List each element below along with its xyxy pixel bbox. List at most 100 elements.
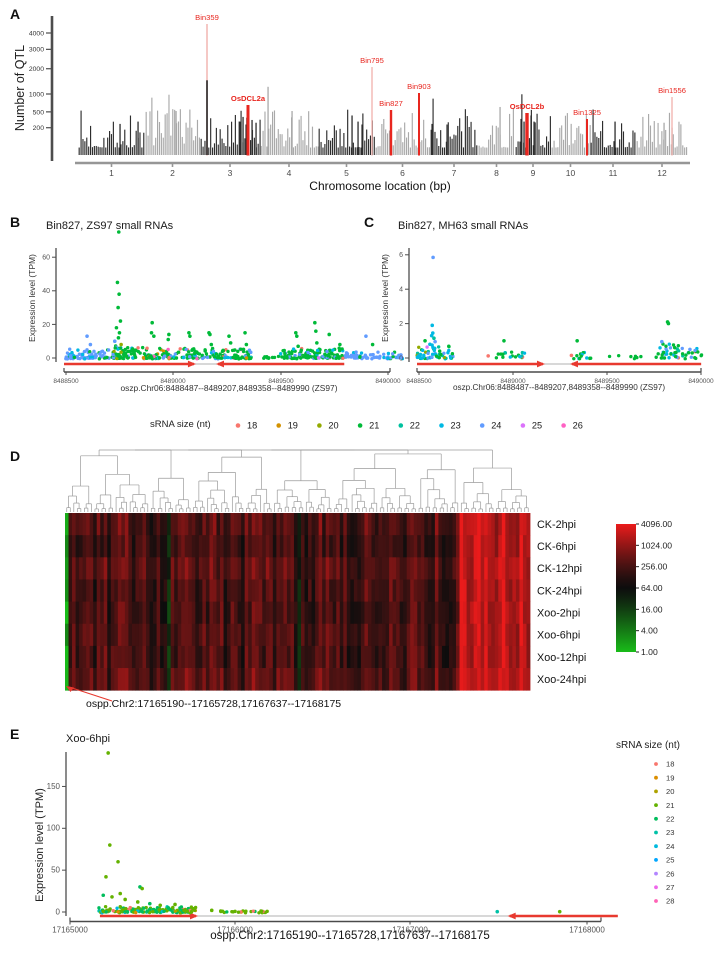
- svg-text:Bin795: Bin795: [360, 56, 384, 65]
- svg-text:2: 2: [170, 168, 175, 178]
- legend-e-items: 18 19 20 21 22 23 24 25 26 27 28: [654, 760, 674, 906]
- svg-text:9: 9: [531, 168, 536, 178]
- svg-text:16.00: 16.00: [641, 604, 663, 614]
- svg-text:4: 4: [287, 168, 292, 178]
- svg-text:0: 0: [46, 355, 50, 362]
- svg-text:8488500: 8488500: [53, 378, 79, 385]
- svg-text:8489500: 8489500: [268, 378, 294, 385]
- svg-text:CK-24hpi: CK-24hpi: [537, 585, 582, 597]
- svg-text:12: 12: [657, 168, 667, 178]
- svg-text:25: 25: [666, 856, 674, 865]
- panel-e-x-axis-title: ospp.Chr2:17165190--17165728,17167637--1…: [210, 930, 490, 942]
- svg-text:2: 2: [399, 321, 403, 328]
- svg-text:17166000: 17166000: [217, 926, 253, 935]
- panel-d-heatmap-cells: [65, 513, 531, 691]
- svg-text:8489000: 8489000: [160, 378, 186, 385]
- svg-text:11: 11: [609, 168, 618, 178]
- svg-text:20: 20: [328, 421, 338, 431]
- svg-text:17167000: 17167000: [392, 926, 428, 935]
- panel-d-dendrogram: [66, 449, 529, 512]
- svg-text:Bin903: Bin903: [407, 82, 431, 91]
- svg-text:23: 23: [451, 421, 461, 431]
- panel-c-title: Bin827, MH63 small RNAs: [398, 220, 529, 232]
- panel-b-title: Bin827, ZS97 small RNAs: [46, 220, 174, 232]
- legend-bc-title: sRNA size (nt): [150, 419, 211, 430]
- svg-text:24: 24: [666, 842, 674, 851]
- svg-text:6: 6: [400, 168, 405, 178]
- svg-text:22: 22: [666, 815, 674, 824]
- svg-text:Bin359: Bin359: [195, 13, 219, 22]
- svg-text:18: 18: [247, 421, 257, 431]
- panel-a-x-axis-title: Chromosome location (bp): [309, 179, 451, 193]
- svg-text:4000: 4000: [29, 30, 44, 37]
- panel-d-annotation: ospp.Chr2:17165190--17165728,17167637--1…: [86, 698, 342, 710]
- svg-text:7: 7: [452, 168, 457, 178]
- svg-text:21: 21: [666, 801, 674, 810]
- svg-text:8: 8: [494, 168, 499, 178]
- svg-text:Bin1556: Bin1556: [658, 86, 686, 95]
- svg-text:256.00: 256.00: [641, 562, 668, 572]
- svg-text:200: 200: [33, 125, 45, 132]
- svg-text:40: 40: [42, 288, 50, 295]
- svg-text:21: 21: [369, 421, 379, 431]
- svg-text:17165000: 17165000: [52, 926, 88, 935]
- svg-text:8490000: 8490000: [375, 378, 401, 385]
- svg-text:22: 22: [410, 421, 420, 431]
- panel-e-scatter: 0 50 100 150 17165000 17166000 17167000 1716800…: [47, 751, 618, 935]
- svg-text:6: 6: [399, 252, 403, 259]
- svg-text:CK-2hpi: CK-2hpi: [537, 519, 576, 531]
- svg-text:25: 25: [532, 421, 542, 431]
- svg-text:26: 26: [573, 421, 583, 431]
- svg-text:50: 50: [51, 866, 60, 875]
- panel-a-qtl-markers: Bin359 OsDCL2a Bin795 Bin827 Bin903 OsDCL2b Bi…: [195, 13, 686, 156]
- panel-b-scatter-points: [64, 230, 405, 361]
- svg-text:8490000: 8490000: [688, 378, 714, 385]
- panel-a-letter: A: [10, 6, 21, 22]
- svg-text:CK-6hpi: CK-6hpi: [537, 541, 576, 553]
- panel-b-y-axis-title: Expression level (TPM): [27, 254, 37, 342]
- panel-a-y-axis-title: Number of QTL: [13, 44, 27, 132]
- panel-b-x-axis-title: oszp.Chr06:8488487--8489207,8489358--848…: [120, 383, 338, 393]
- svg-text:17168000: 17168000: [569, 926, 605, 935]
- svg-text:8489500: 8489500: [594, 378, 620, 385]
- panel-d-annotation-arrow: [66, 686, 113, 702]
- svg-text:28: 28: [666, 897, 674, 906]
- svg-text:4.00: 4.00: [641, 626, 658, 636]
- svg-text:60: 60: [42, 255, 50, 262]
- svg-text:CK-12hpi: CK-12hpi: [537, 563, 582, 575]
- svg-text:19: 19: [288, 421, 298, 431]
- svg-text:2000: 2000: [29, 66, 44, 73]
- panel-d-heatmap: CK-2hpi CK-6hpi CK-12hpi CK-24hpi Xoo-2hpi Xo…: [65, 449, 672, 702]
- svg-text:Xoo-24hpi: Xoo-24hpi: [537, 674, 586, 686]
- svg-text:Xoo-12hpi: Xoo-12hpi: [537, 652, 586, 664]
- svg-text:27: 27: [666, 883, 674, 892]
- panel-e-y-axis-title: Expression level (TPM): [34, 788, 46, 902]
- svg-text:150: 150: [47, 782, 61, 791]
- panel-e-scatter-points: [97, 751, 562, 915]
- svg-text:4096.00: 4096.00: [641, 519, 672, 529]
- svg-text:20: 20: [42, 322, 50, 329]
- panel-c-scatter-points: [415, 255, 704, 361]
- svg-text:20: 20: [666, 787, 674, 796]
- svg-text:8488500: 8488500: [406, 378, 432, 385]
- panel-a-bars: [78, 80, 688, 155]
- svg-text:0: 0: [56, 907, 61, 916]
- svg-text:Bin1325: Bin1325: [573, 108, 601, 117]
- svg-text:18: 18: [666, 760, 674, 769]
- svg-text:3: 3: [228, 168, 233, 178]
- legend-bc-items: 18 19 20 21 22 23 24 25 26: [235, 421, 583, 431]
- svg-text:1024.00: 1024.00: [641, 540, 672, 550]
- svg-text:Bin827: Bin827: [379, 99, 403, 108]
- svg-text:5: 5: [344, 168, 349, 178]
- svg-text:100: 100: [47, 824, 61, 833]
- svg-text:8489000: 8489000: [500, 378, 526, 385]
- svg-text:0: 0: [399, 355, 403, 362]
- svg-text:500: 500: [33, 109, 45, 116]
- svg-text:4: 4: [399, 287, 403, 294]
- svg-text:Xoo-2hpi: Xoo-2hpi: [537, 607, 580, 619]
- legend-e-title: sRNA size (nt): [616, 740, 680, 751]
